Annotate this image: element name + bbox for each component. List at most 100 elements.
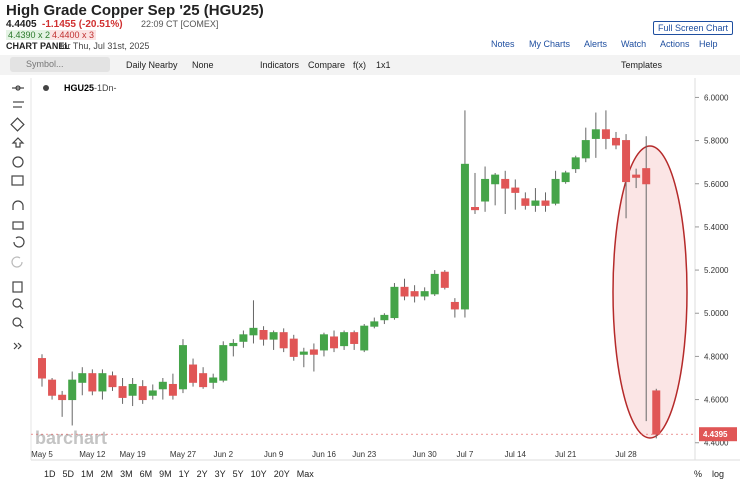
candle-body — [501, 178, 510, 189]
symbol-search[interactable]: Symbol... — [10, 57, 110, 72]
candle-body — [350, 332, 359, 344]
candle-body — [632, 174, 641, 178]
period-button[interactable]: 1D — [44, 469, 56, 479]
x-tick-label: Jul 21 — [555, 450, 577, 459]
y-tick-label: 5.6000 — [704, 180, 729, 189]
bid: 4.4390 x 2 — [6, 30, 53, 40]
period-button[interactable]: 1Y — [178, 469, 190, 479]
candle-body — [571, 157, 580, 170]
nav-link[interactable]: Notes — [491, 39, 515, 49]
candle-body — [541, 200, 550, 206]
sidebar-icons — [10, 85, 25, 350]
x-tick-label: Jun 23 — [352, 450, 377, 459]
x-tick-label: Jun 30 — [413, 450, 438, 459]
nav-link[interactable]: Actions — [660, 39, 690, 49]
candle-body — [239, 334, 248, 342]
candle-body — [138, 386, 147, 401]
toolbar-item[interactable]: Indicators — [260, 60, 300, 70]
highlight-ellipse — [612, 145, 688, 439]
y-tick-label: 5.4000 — [704, 223, 729, 232]
last-price-box — [699, 427, 737, 442]
candle-body — [158, 381, 167, 390]
candle-body — [611, 137, 620, 146]
toolbar — [0, 55, 740, 75]
candle-body — [330, 336, 339, 349]
y-tick-label: 5.0000 — [704, 309, 729, 318]
legend-symbol: HGU25 — [64, 83, 94, 93]
nav-link[interactable]: Alerts — [584, 39, 608, 49]
toolbar-item[interactable]: Daily Nearby — [126, 60, 178, 70]
y-tick-label: 4.8000 — [704, 352, 729, 361]
candle-body — [340, 332, 349, 347]
candle-body — [622, 140, 631, 183]
candle-body — [58, 394, 67, 401]
candle-body — [591, 129, 600, 139]
candle-body — [390, 286, 399, 319]
candle-body — [319, 334, 328, 351]
x-tick-label: May 19 — [120, 450, 147, 459]
candle-body — [642, 168, 651, 185]
candle-body — [249, 327, 258, 336]
period-button[interactable]: 6M — [139, 469, 153, 479]
y-tick-label: 5.8000 — [704, 137, 729, 146]
period-button[interactable]: 5Y — [232, 469, 244, 479]
candle-body — [108, 375, 117, 388]
period-button[interactable]: 2M — [100, 469, 114, 479]
x-tick-label: Jun 16 — [312, 450, 337, 459]
last-price: 4.4405 — [6, 19, 37, 30]
candle-body — [491, 174, 500, 185]
candle-body — [118, 386, 127, 398]
log-toggle[interactable]: log — [712, 469, 725, 479]
toolbar-item[interactable]: None — [192, 60, 214, 70]
panel-date: for Thu, Jul 31st, 2025 — [60, 41, 150, 51]
percent-toggle[interactable]: % — [694, 469, 703, 479]
candle-body — [460, 163, 469, 310]
period-button[interactable]: 3Y — [214, 469, 226, 479]
candle-body — [68, 379, 77, 401]
y-tick-label: 5.2000 — [704, 266, 729, 275]
toolbar-item[interactable]: Compare — [308, 60, 346, 70]
period-button[interactable]: 3M — [120, 469, 133, 479]
period-button[interactable]: 2Y — [196, 469, 208, 479]
toolbar-item[interactable]: 1x1 — [376, 60, 391, 70]
candle-body — [601, 129, 610, 139]
candle-body — [289, 338, 298, 357]
candle-body — [168, 383, 177, 396]
x-tick-label: May 27 — [170, 450, 197, 459]
toolbar-item[interactable]: f(x) — [353, 60, 366, 70]
period-button[interactable]: Max — [296, 469, 314, 479]
candle-body — [471, 206, 480, 211]
candle-body — [410, 291, 419, 297]
candle-body — [440, 271, 449, 288]
candle-body — [299, 351, 308, 355]
candle-body — [400, 286, 409, 297]
candle-body — [88, 373, 97, 392]
period-button[interactable]: 5D — [62, 469, 75, 479]
candle-body — [430, 273, 439, 295]
candle-body — [259, 330, 268, 340]
y-tick-label: 6.0000 — [704, 93, 729, 102]
nav-link[interactable]: Help — [699, 39, 718, 49]
candle-body — [420, 291, 429, 297]
candle-body — [209, 377, 218, 383]
full-screen-button[interactable]: Full Screen Chart — [653, 21, 734, 35]
toolbar-item[interactable]: Templates — [621, 60, 663, 70]
period-button[interactable]: 20Y — [273, 469, 290, 479]
time: 22:09 CT [COMEX] — [141, 19, 219, 29]
nav-link[interactable]: Watch — [621, 39, 647, 49]
period-bar: 1D 5D 1M 2M 3M 6M 9M 1Y 2Y 3Y 5Y 10Y 20Y Max — [44, 469, 321, 479]
candle-body — [370, 321, 379, 327]
candle-body — [128, 383, 137, 396]
period-button[interactable]: 10Y — [250, 469, 267, 479]
nav-link[interactable]: My Charts — [529, 39, 571, 49]
candle-body — [581, 140, 590, 159]
x-tick-label: Jun 9 — [264, 450, 284, 459]
visibility-icon[interactable] — [43, 85, 49, 91]
candle-body — [652, 390, 661, 435]
candle-body — [551, 178, 560, 204]
period-button[interactable]: 9M — [159, 469, 172, 479]
period-button[interactable]: 1M — [81, 469, 94, 479]
candle-body — [561, 172, 570, 183]
candle-body — [219, 345, 228, 381]
